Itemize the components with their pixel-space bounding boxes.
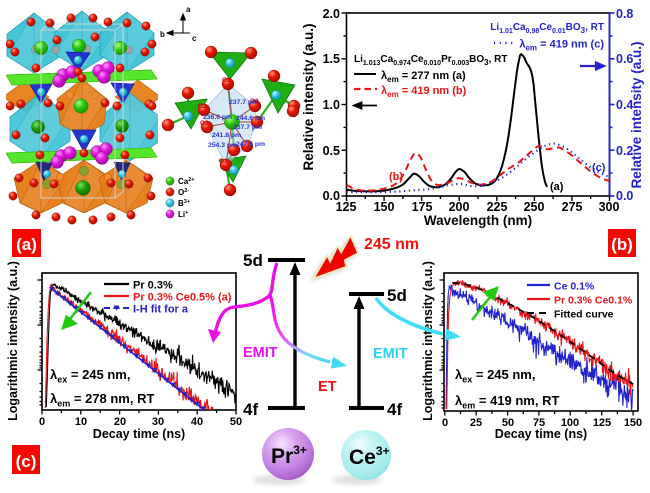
svg-text:236.0 pm: 236.0 pm bbox=[203, 114, 232, 121]
svg-text:λem = 277 nm (a): λem = 277 nm (a) bbox=[381, 70, 466, 84]
svg-text:125: 125 bbox=[593, 417, 611, 429]
svg-text:(b): (b) bbox=[389, 171, 403, 183]
svg-text:0.6: 0.6 bbox=[616, 52, 633, 66]
svg-text:O1: O1 bbox=[219, 158, 228, 165]
svg-text:EMIT: EMIT bbox=[373, 346, 408, 362]
svg-text:Fitted curve: Fitted curve bbox=[554, 309, 614, 321]
svg-text:50: 50 bbox=[502, 417, 514, 429]
svg-text:241.8 pm: 241.8 pm bbox=[212, 132, 241, 139]
svg-text:EMIT: EMIT bbox=[243, 345, 278, 361]
svg-text:λem = 419 nm (c): λem = 419 nm (c) bbox=[519, 39, 604, 53]
svg-text:150: 150 bbox=[624, 417, 642, 429]
svg-text:(a): (a) bbox=[16, 235, 37, 254]
svg-text:50: 50 bbox=[230, 416, 242, 428]
svg-text:20: 20 bbox=[114, 416, 126, 428]
svg-text:Wavelength (nm): Wavelength (nm) bbox=[424, 213, 532, 228]
svg-text:5d: 5d bbox=[243, 251, 263, 270]
svg-text:30: 30 bbox=[152, 416, 164, 428]
svg-text:40: 40 bbox=[191, 416, 203, 428]
svg-text:75: 75 bbox=[533, 417, 545, 429]
svg-text:25: 25 bbox=[470, 417, 482, 429]
svg-text:(b): (b) bbox=[611, 235, 633, 254]
svg-text:0.2: 0.2 bbox=[616, 144, 633, 158]
svg-text:λex = 245 nm,: λex = 245 nm, bbox=[455, 367, 535, 385]
svg-text:254.3 pm: 254.3 pm bbox=[208, 142, 237, 149]
svg-text:Decay time (ns): Decay time (ns) bbox=[495, 427, 587, 441]
svg-text:237.7 pm: 237.7 pm bbox=[229, 99, 258, 106]
svg-text:0.4: 0.4 bbox=[616, 98, 633, 112]
svg-text:244.6 pm: 244.6 pm bbox=[236, 115, 265, 122]
svg-text:100: 100 bbox=[561, 417, 579, 429]
svg-text:0: 0 bbox=[39, 416, 45, 428]
svg-text:Li1.013Ca0.974Ce0.010Pr0.003BO: Li1.013Ca0.974Ce0.010Pr0.003BO3, RT bbox=[354, 54, 508, 67]
svg-text:Ce 0.1%: Ce 0.1% bbox=[554, 281, 595, 293]
svg-text:O1: O1 bbox=[222, 77, 231, 84]
svg-text:125: 125 bbox=[336, 200, 357, 214]
svg-text:200: 200 bbox=[449, 200, 470, 214]
svg-text:245 nm: 245 nm bbox=[364, 236, 419, 253]
svg-text:O2: O2 bbox=[200, 120, 209, 127]
svg-text:Relative intensity (a.u.): Relative intensity (a.u.) bbox=[301, 23, 316, 170]
svg-text:c: c bbox=[192, 34, 197, 43]
svg-text:λem = 419 nm (b): λem = 419 nm (b) bbox=[381, 85, 467, 99]
svg-text:2.0: 2.0 bbox=[323, 7, 340, 21]
svg-text:0.8: 0.8 bbox=[616, 7, 633, 21]
svg-text:λem = 419 nm, RT: λem = 419 nm, RT bbox=[455, 393, 559, 411]
svg-text:Pr 0.3%: Pr 0.3% bbox=[133, 280, 173, 292]
svg-text:b: b bbox=[160, 30, 165, 39]
svg-text:0.0: 0.0 bbox=[323, 189, 340, 203]
svg-text:Ca2+: Ca2+ bbox=[178, 177, 195, 186]
svg-text:Decay time (ns): Decay time (ns) bbox=[93, 427, 185, 441]
svg-text:Logarithmic intensity (a.u.): Logarithmic intensity (a.u.) bbox=[6, 261, 20, 421]
svg-text:5d: 5d bbox=[387, 286, 407, 305]
svg-text:O2-: O2- bbox=[178, 188, 189, 197]
svg-text:λem = 278 nm, RT: λem = 278 nm, RT bbox=[50, 391, 154, 409]
svg-text:4f: 4f bbox=[387, 400, 402, 419]
svg-text:250: 250 bbox=[524, 200, 545, 214]
svg-text:4f: 4f bbox=[243, 400, 258, 419]
svg-text:Li+: Li+ bbox=[178, 210, 188, 219]
svg-text:10: 10 bbox=[75, 416, 87, 428]
svg-text:Pr 0.3% Ce0.1%: Pr 0.3% Ce0.1% bbox=[554, 295, 633, 307]
svg-text:ET: ET bbox=[318, 379, 337, 395]
svg-text:1.5: 1.5 bbox=[323, 52, 340, 66]
svg-text:225: 225 bbox=[487, 200, 508, 214]
svg-text:247.5 pm: 247.5 pm bbox=[236, 141, 265, 148]
svg-text:Relative intensity (a.u.): Relative intensity (a.u.) bbox=[629, 41, 644, 188]
svg-text:0.5: 0.5 bbox=[323, 144, 340, 158]
svg-text:0.0: 0.0 bbox=[616, 189, 633, 203]
svg-text:a: a bbox=[186, 5, 191, 14]
svg-text:1.0: 1.0 bbox=[323, 98, 340, 112]
svg-text:Li1.01Ca0.98Ce0.01BO3, RT: Li1.01Ca0.98Ce0.01BO3, RT bbox=[490, 22, 604, 35]
svg-text:0: 0 bbox=[442, 417, 448, 429]
svg-text:Pr 0.3% Ce0.5% (a): Pr 0.3% Ce0.5% (a) bbox=[133, 292, 232, 304]
svg-text:λex = 245 nm,: λex = 245 nm, bbox=[50, 367, 130, 385]
svg-text:B3+: B3+ bbox=[178, 199, 190, 208]
svg-text:275: 275 bbox=[562, 200, 583, 214]
svg-text:237.7 pm: 237.7 pm bbox=[233, 124, 262, 131]
svg-text:150: 150 bbox=[374, 200, 395, 214]
svg-text:300: 300 bbox=[599, 200, 620, 214]
svg-text:175: 175 bbox=[412, 200, 433, 214]
svg-text:(c): (c) bbox=[16, 452, 37, 471]
svg-text:Logarithmic intensity (a.u.): Logarithmic intensity (a.u.) bbox=[421, 261, 435, 421]
svg-text:O3: O3 bbox=[250, 98, 259, 105]
svg-text:(c): (c) bbox=[592, 162, 606, 174]
svg-text:(a): (a) bbox=[550, 181, 564, 193]
svg-text:O2: O2 bbox=[198, 103, 207, 110]
svg-text:I-H fit for a: I-H fit for a bbox=[133, 304, 189, 316]
